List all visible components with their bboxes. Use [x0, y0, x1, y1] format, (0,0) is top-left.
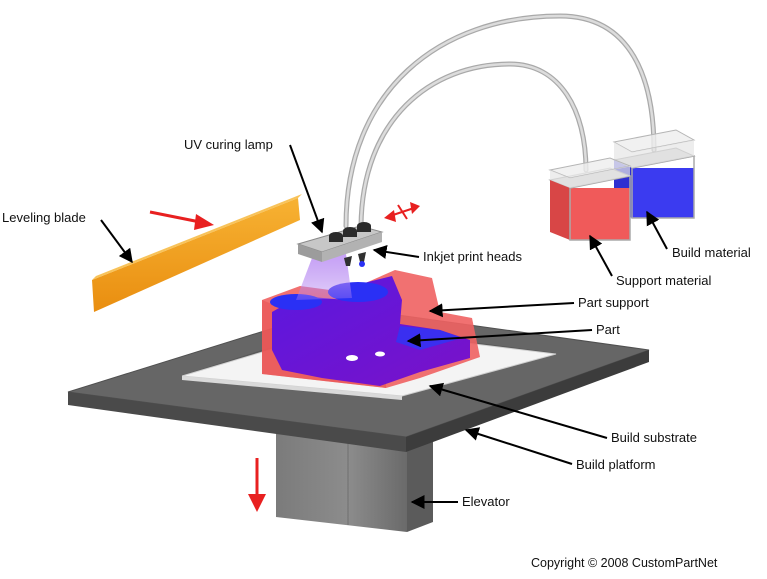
- leader-lines: [100, 144, 668, 509]
- blade-motion-arrow: [149, 210, 214, 230]
- part-support-leader: [428, 302, 575, 318]
- part-leader: [406, 329, 593, 348]
- part-label: Part: [596, 322, 620, 337]
- support-material-label: Support material: [616, 273, 711, 288]
- leveling-blade: [92, 194, 302, 312]
- support-material-leader: [589, 234, 613, 277]
- build-material-leader: [646, 210, 668, 250]
- copyright-text: Copyright © 2008 CustomPartNet: [531, 556, 718, 570]
- inkjet-print-heads-label: Inkjet print heads: [423, 249, 523, 264]
- leveling-blade-label: Leveling blade: [2, 210, 86, 225]
- uv-beam: [296, 254, 352, 300]
- leveling-blade-leader: [100, 219, 133, 264]
- build-platform-leader: [464, 427, 573, 465]
- print-heads-leader: [372, 245, 420, 259]
- build-platform-label: Build platform: [576, 457, 655, 472]
- build-material-label: Build material: [672, 245, 751, 260]
- elevator: [276, 428, 433, 532]
- head-motion-arrow: [384, 202, 420, 222]
- uv-lamp-leader: [289, 144, 325, 234]
- build-substrate-leader: [428, 382, 608, 439]
- uv-curing-lamp-label: UV curing lamp: [184, 137, 273, 152]
- support-material-tank: [548, 157, 632, 241]
- elevator-label: Elevator: [462, 494, 510, 509]
- elevator-motion-arrow: [248, 458, 266, 512]
- part-support-label: Part support: [578, 295, 649, 310]
- print-head-carriage: [296, 222, 384, 267]
- labels: UV curing lamp Leveling blade Inkjet pri…: [2, 137, 751, 570]
- feed-tubes: [343, 13, 657, 229]
- build-substrate-label: Build substrate: [611, 430, 697, 445]
